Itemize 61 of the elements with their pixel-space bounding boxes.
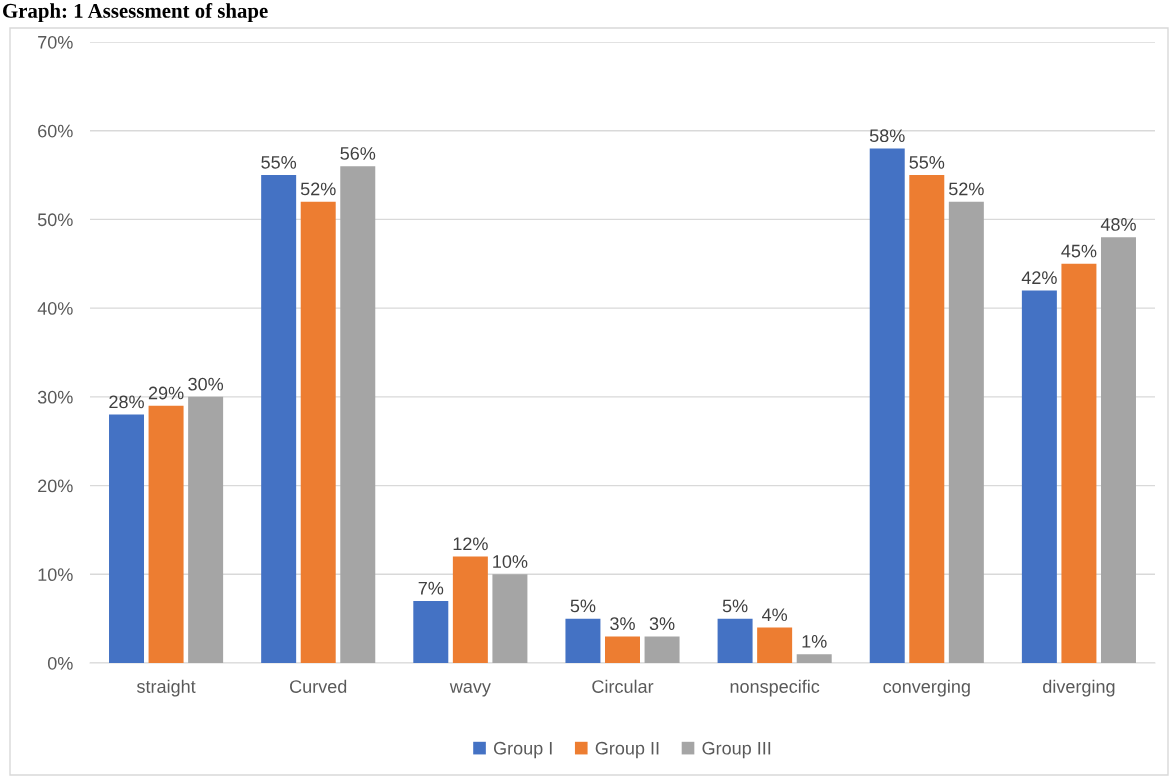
data-label: 12% bbox=[453, 537, 488, 551]
chart-title: Graph: 1 Assessment of shape bbox=[3, 3, 268, 23]
bar bbox=[869, 148, 905, 663]
y-tick-label: 0% bbox=[47, 656, 73, 670]
bar bbox=[452, 556, 488, 663]
bar bbox=[796, 654, 832, 663]
bar bbox=[605, 636, 640, 663]
data-label: 7% bbox=[418, 581, 444, 595]
x-tick-label: nonspecific bbox=[730, 679, 820, 697]
x-tick-label: Curved bbox=[290, 679, 347, 693]
data-label: 3% bbox=[649, 617, 675, 631]
data-label: 55% bbox=[261, 156, 297, 169]
data-label: 42% bbox=[1021, 271, 1057, 284]
data-label: 56% bbox=[340, 147, 376, 160]
data-label: 3% bbox=[610, 617, 635, 631]
bar bbox=[340, 166, 376, 663]
bar bbox=[300, 201, 336, 663]
bar bbox=[148, 405, 184, 663]
bar bbox=[565, 618, 601, 663]
bar bbox=[909, 175, 945, 663]
x-tick-label: converging bbox=[883, 679, 970, 697]
bar bbox=[188, 396, 224, 663]
data-label: 10% bbox=[493, 555, 528, 568]
bar bbox=[1061, 263, 1097, 663]
bar bbox=[261, 175, 297, 663]
bar bbox=[717, 618, 753, 663]
data-label: 30% bbox=[188, 377, 224, 391]
data-label: 55% bbox=[909, 156, 945, 169]
legend-label: Group II bbox=[595, 741, 659, 759]
x-tick-label: Circular bbox=[592, 679, 654, 693]
data-label: 29% bbox=[148, 386, 184, 400]
legend-label: Group III bbox=[702, 741, 771, 759]
bar bbox=[644, 636, 680, 663]
data-label: 4% bbox=[762, 608, 788, 622]
y-tick-label: 30% bbox=[37, 390, 73, 404]
data-label: 5% bbox=[722, 599, 748, 613]
bar bbox=[109, 414, 145, 663]
bar bbox=[757, 627, 793, 663]
data-label: 48% bbox=[1100, 218, 1136, 231]
bar bbox=[492, 574, 528, 663]
x-tick-label: wavy bbox=[449, 683, 491, 697]
bar bbox=[1100, 237, 1136, 663]
data-label: 58% bbox=[869, 129, 905, 143]
data-label: 1% bbox=[802, 635, 827, 648]
data-label: 52% bbox=[300, 182, 336, 196]
data-label: 52% bbox=[949, 182, 984, 196]
data-label: 28% bbox=[109, 395, 144, 409]
x-tick-label: straight bbox=[136, 679, 196, 697]
bar bbox=[1021, 290, 1057, 663]
bar bbox=[413, 600, 449, 663]
data-label: 5% bbox=[570, 599, 596, 613]
bar bbox=[948, 201, 984, 663]
legend-label: Group I bbox=[493, 741, 552, 759]
y-tick-label: 60% bbox=[38, 124, 73, 138]
y-tick-label: 20% bbox=[38, 479, 73, 493]
x-tick-label: diverging bbox=[1043, 679, 1115, 697]
y-tick-label: 70% bbox=[38, 35, 73, 49]
y-tick-label: 50% bbox=[37, 213, 73, 227]
y-tick-label: 10% bbox=[38, 568, 73, 582]
data-label: 45% bbox=[1061, 244, 1097, 258]
y-tick-label: 40% bbox=[37, 302, 73, 315]
